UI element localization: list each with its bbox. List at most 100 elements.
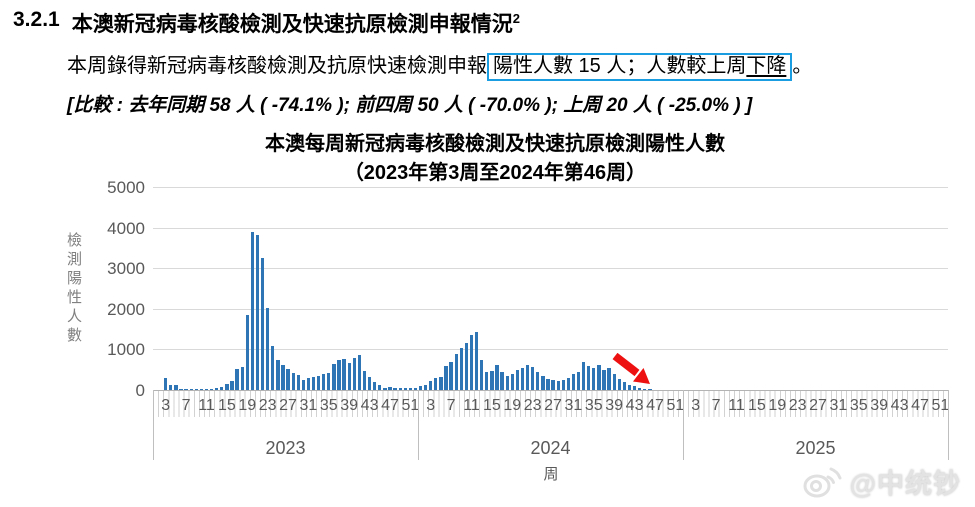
x-axis-tick-label: 23 — [523, 397, 542, 414]
bar — [301, 379, 305, 390]
x-axis-tick-marks — [153, 390, 949, 417]
x-axis-tick-label: 47 — [911, 397, 929, 414]
year-label: 2024 — [530, 438, 571, 458]
bar — [362, 371, 367, 390]
bar — [480, 359, 484, 390]
chart-title-line2: （2023年第3周至2024年第46周） — [343, 162, 647, 184]
section-number: 3.2.1 — [13, 8, 60, 31]
bar — [373, 381, 377, 390]
y-axis-tick-label: 1000 — [107, 340, 145, 360]
bar — [607, 368, 611, 390]
bar — [194, 389, 198, 390]
bar — [429, 380, 433, 390]
year-label: 2023 — [265, 438, 306, 458]
x-axis-tick-label: 39 — [870, 397, 889, 414]
bar — [439, 376, 443, 390]
x-axis-tick-label: 27 — [544, 397, 562, 414]
bar — [434, 378, 438, 390]
bar — [204, 389, 209, 390]
bar — [388, 387, 392, 390]
weibo-camera-icon — [803, 467, 842, 497]
bar — [240, 367, 244, 390]
bar — [311, 377, 316, 390]
bar — [174, 384, 178, 390]
bar — [291, 372, 295, 390]
page-title: 3.2.1 本澳新冠病毒核酸檢測及快速抗原檢測申報情況2 — [13, 8, 520, 38]
bar — [500, 372, 504, 390]
x-axis-tick-label: 23 — [258, 397, 277, 414]
bar — [296, 374, 300, 390]
bar — [306, 378, 311, 390]
bar — [413, 387, 418, 390]
bar — [648, 389, 652, 390]
bar — [632, 386, 637, 390]
bar — [520, 368, 525, 390]
bar — [597, 365, 601, 390]
bar — [235, 368, 239, 390]
x-axis-tick-label: 51 — [666, 397, 685, 414]
comparison-line: [比較 : 去年同期 58 人 ( -74.1% ); 前四周 50 人 ( -… — [67, 95, 753, 116]
bar — [638, 387, 642, 390]
bar — [418, 386, 423, 390]
bar — [612, 374, 616, 390]
bar — [515, 369, 520, 390]
x-axis-tick-label: 27 — [279, 397, 297, 414]
gridline — [153, 268, 948, 270]
bar — [541, 375, 545, 390]
bar — [367, 377, 372, 390]
bar — [403, 387, 407, 390]
y-axis-tick-label: 0 — [135, 381, 145, 400]
bar — [357, 355, 362, 390]
bar — [464, 343, 469, 390]
year-separator — [153, 390, 154, 460]
y-axis-title: 檢測陽性人數 — [65, 232, 82, 346]
bar — [566, 377, 570, 390]
gridline — [153, 308, 948, 310]
bar — [581, 361, 586, 390]
bar — [164, 378, 168, 390]
x-axis-tick-label: 35 — [849, 397, 868, 414]
y-axis-tick-label: 5000 — [107, 178, 145, 197]
bar — [424, 385, 428, 390]
x-axis-tick-label: 39 — [340, 397, 359, 414]
bar — [571, 374, 576, 390]
bar — [347, 362, 351, 390]
bar — [602, 369, 606, 390]
bar — [587, 366, 591, 390]
bar — [209, 389, 214, 390]
bar — [281, 364, 285, 390]
bar — [230, 381, 234, 390]
section-heading: 本澳新冠病毒核酸檢測及快速抗原檢測申報情況2 — [71, 11, 520, 36]
x-axis-tick-label: 51 — [931, 397, 950, 414]
x-axis-tick-label: 35 — [319, 397, 338, 414]
bar — [220, 387, 224, 390]
x-axis-tick-label: 19 — [768, 397, 787, 414]
bar — [276, 359, 280, 390]
red-arrow-icon — [612, 353, 650, 384]
bar — [556, 381, 560, 390]
x-axis-title: 周 — [543, 466, 559, 483]
x-axis-tick-label: 23 — [788, 397, 807, 414]
bar — [255, 234, 260, 390]
x-axis-tick-label: 19 — [503, 397, 522, 414]
x-axis-tick-label: 7 — [711, 397, 721, 414]
x-axis-tick-label: 3 — [161, 397, 171, 414]
bar — [316, 375, 321, 390]
bar — [332, 364, 336, 390]
bar — [546, 378, 550, 390]
x-axis-tick-label: 15 — [747, 397, 766, 414]
x-axis-tick-label: 43 — [890, 397, 909, 414]
bar — [551, 380, 555, 390]
x-axis-tick-label: 31 — [299, 397, 318, 414]
chart-title-line1: 本澳每周新冠病毒核酸檢測及快速抗原檢測陽性人數 — [265, 133, 725, 155]
x-axis-tick-label: 11 — [198, 397, 215, 414]
footnote-marker: 2 — [512, 11, 520, 26]
x-axis-tick-label: 51 — [401, 397, 420, 414]
gridline — [153, 187, 948, 188]
bar — [245, 314, 249, 390]
bar — [510, 374, 514, 390]
x-axis-tick-label: 43 — [360, 397, 379, 414]
summary-prefix: 本周錄得新冠病毒核酸檢測及抗原快速檢測申報 — [67, 55, 487, 77]
bar — [627, 384, 632, 390]
bar — [490, 370, 494, 390]
